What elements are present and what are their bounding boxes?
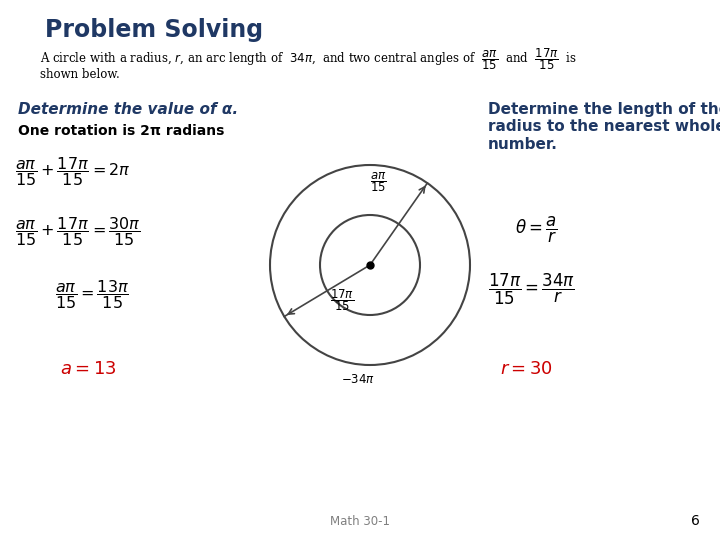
Text: A circle with a radius, $r$, an arc length of $\ 34\pi$,  and two central angles: A circle with a radius, $r$, an arc leng… <box>40 46 577 72</box>
Text: Determine the value of α.: Determine the value of α. <box>18 102 238 117</box>
Text: $\dfrac{a\pi}{15}+\dfrac{17\pi}{15}=\dfrac{30\pi}{15}$: $\dfrac{a\pi}{15}+\dfrac{17\pi}{15}=\dfr… <box>15 215 141 248</box>
Text: $-34\pi$: $-34\pi$ <box>341 373 375 386</box>
Text: $\dfrac{17\pi}{15}=\dfrac{34\pi}{r}$: $\dfrac{17\pi}{15}=\dfrac{34\pi}{r}$ <box>488 272 575 307</box>
Text: 6: 6 <box>691 514 700 528</box>
Text: One rotation is 2π radians: One rotation is 2π radians <box>18 124 225 138</box>
Text: Math 30-1: Math 30-1 <box>330 515 390 528</box>
Text: $\dfrac{a\pi}{15}$: $\dfrac{a\pi}{15}$ <box>369 170 387 194</box>
Text: $r = 30$: $r = 30$ <box>500 360 553 378</box>
Text: $\theta=\dfrac{a}{r}$: $\theta=\dfrac{a}{r}$ <box>515 215 558 245</box>
Text: Problem Solving: Problem Solving <box>45 18 263 42</box>
Text: $a = 13$: $a = 13$ <box>60 360 117 378</box>
Text: $\dfrac{17\pi}{15}$: $\dfrac{17\pi}{15}$ <box>330 287 354 313</box>
Text: Determine the length of the
radius to the nearest whole
number.: Determine the length of the radius to th… <box>488 102 720 152</box>
Text: $\dfrac{a\pi}{15}+\dfrac{17\pi}{15}=2\pi$: $\dfrac{a\pi}{15}+\dfrac{17\pi}{15}=2\pi… <box>15 155 130 188</box>
Text: shown below.: shown below. <box>40 68 120 81</box>
Text: $\dfrac{a\pi}{15}=\dfrac{13\pi}{15}$: $\dfrac{a\pi}{15}=\dfrac{13\pi}{15}$ <box>55 278 129 311</box>
